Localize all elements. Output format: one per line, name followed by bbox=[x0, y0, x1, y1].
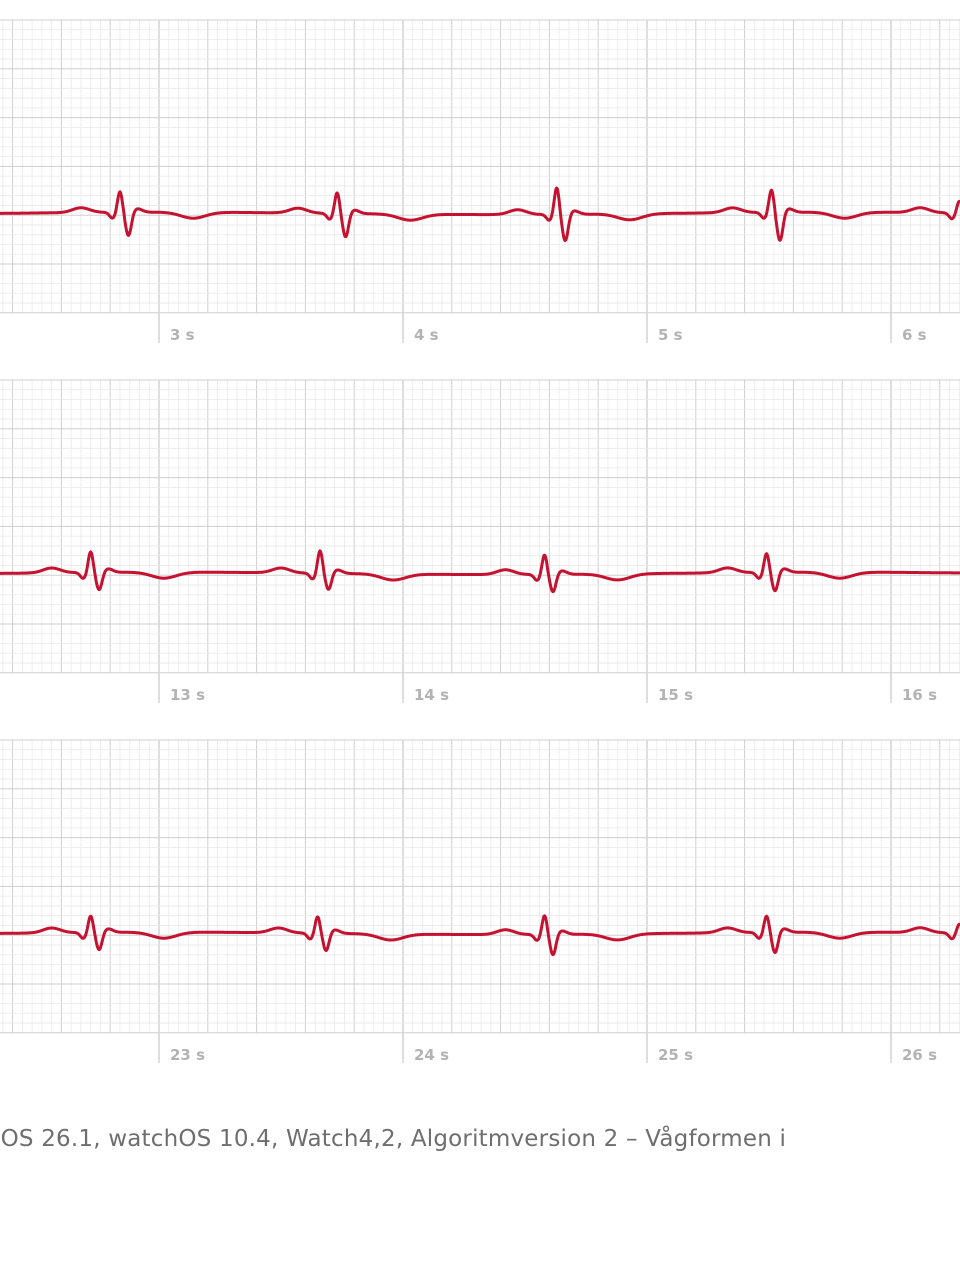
time-tick-label: 26 s bbox=[902, 1046, 937, 1064]
time-tick-label: 16 s bbox=[902, 686, 937, 704]
time-tick-label: 24 s bbox=[414, 1046, 449, 1064]
time-tick-label: 13 s bbox=[170, 686, 205, 704]
ecg-chart-2: 13 s 14 s 15 s 16 s bbox=[0, 379, 960, 704]
ecg-strip-1: 3 s 4 s 5 s 6 s bbox=[0, 0, 960, 345]
ecg-trace bbox=[0, 186, 960, 242]
ecg-strip-2: 13 s 14 s 15 s 16 s bbox=[0, 360, 960, 705]
ecg-trace bbox=[0, 549, 960, 594]
ecg-grid bbox=[0, 739, 960, 1034]
time-tick-label: 15 s bbox=[658, 686, 693, 704]
ecg-chart-3: 23 s 24 s 25 s 26 s bbox=[0, 739, 960, 1064]
time-tick-label: 3 s bbox=[170, 326, 195, 344]
time-tick-label: 6 s bbox=[902, 326, 927, 344]
time-tick-label: 4 s bbox=[414, 326, 439, 344]
ecg-chart-1: 3 s 4 s 5 s 6 s bbox=[0, 19, 960, 344]
ecg-strip-3: 23 s 24 s 25 s 26 s bbox=[0, 720, 960, 1065]
time-tick-label: 23 s bbox=[170, 1046, 205, 1064]
footer-device-info: iOS 26.1, watchOS 10.4, Watch4,2, Algori… bbox=[0, 1126, 787, 1152]
time-tick-label: 14 s bbox=[414, 686, 449, 704]
ecg-grid bbox=[0, 19, 960, 314]
ecg-trace bbox=[0, 914, 960, 957]
time-tick-label: 25 s bbox=[658, 1046, 693, 1064]
time-tick-label: 5 s bbox=[658, 326, 683, 344]
ecg-grid bbox=[0, 379, 960, 674]
